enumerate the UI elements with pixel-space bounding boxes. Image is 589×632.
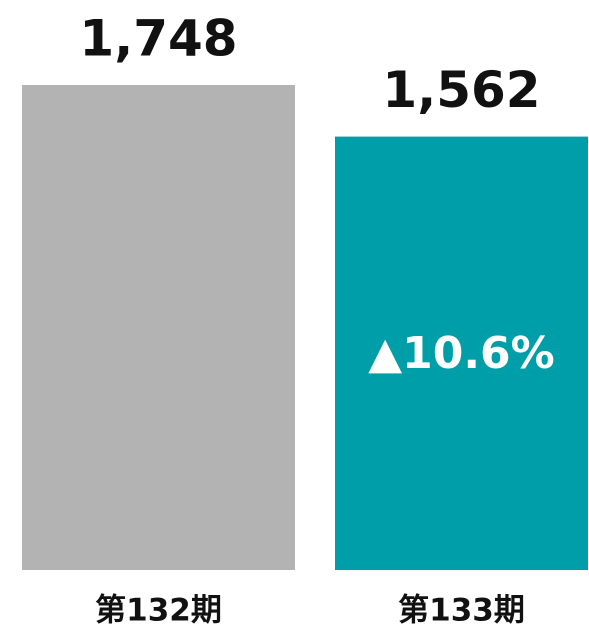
bar — [22, 85, 295, 570]
annotation: ▲10.6% — [368, 328, 554, 379]
value-label: 1,748 — [79, 10, 237, 68]
value-label: 1,562 — [382, 61, 540, 119]
category-label: 第132期 — [95, 593, 222, 629]
bar — [335, 136, 588, 570]
category-label: 第133期 — [398, 593, 525, 629]
